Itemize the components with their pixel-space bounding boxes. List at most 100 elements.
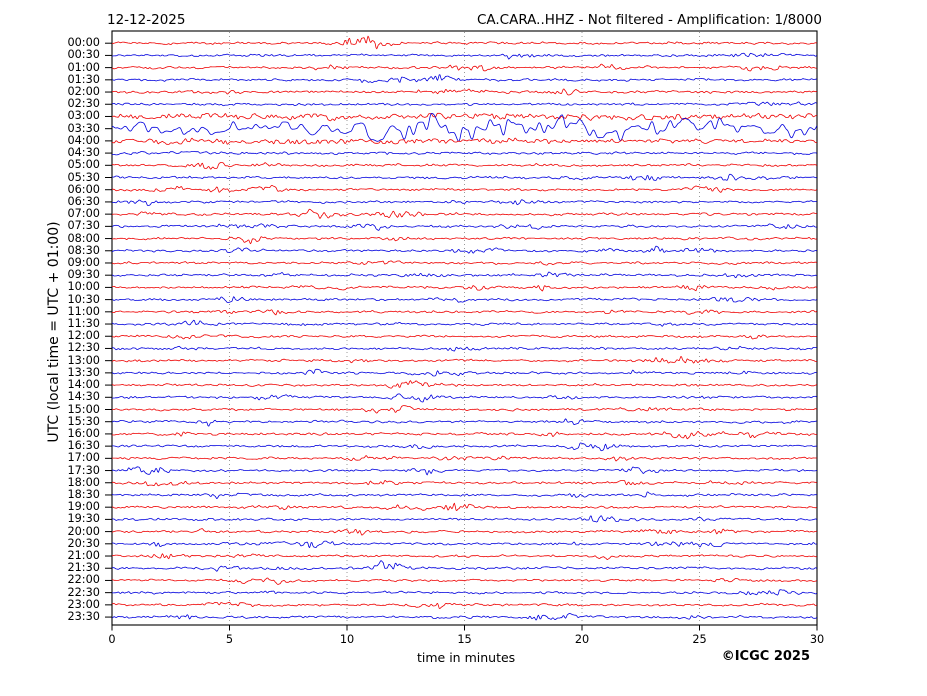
x-tick-label: 15 (457, 633, 472, 646)
y-tick-label: 18:00 (67, 475, 100, 489)
y-tick-label: 00:30 (67, 48, 100, 62)
y-tick-label: 05:00 (67, 158, 100, 172)
y-tick-label: 14:30 (67, 390, 100, 404)
trace-row-22:30 (111, 589, 818, 596)
y-tick-label: 02:30 (67, 97, 100, 111)
trace-row-09:30 (111, 271, 817, 279)
y-tick-label: 06:00 (67, 182, 100, 196)
y-tick-label: 12:00 (67, 329, 100, 343)
trace-row-23:00 (111, 601, 817, 609)
y-tick-label: 21:00 (67, 549, 100, 563)
trace-row-12:00 (111, 334, 817, 340)
trace-row-10:30 (111, 296, 818, 304)
x-tick-label: 20 (574, 633, 590, 646)
trace-row-18:30 (111, 491, 817, 500)
trace-row-04:30 (112, 150, 818, 156)
y-tick-label: 19:00 (67, 500, 100, 514)
trace-row-10:00 (111, 284, 818, 292)
y-tick-label: 10:30 (67, 292, 100, 306)
y-tick-label: 15:00 (67, 402, 100, 416)
y-tick-label: 15:30 (67, 414, 100, 428)
y-tick-label: 16:00 (67, 426, 100, 440)
trace-row-13:30 (111, 368, 817, 377)
y-tick-label: 03:00 (67, 109, 100, 123)
trace-row-16:00 (111, 431, 817, 440)
y-tick-label: 23:30 (67, 610, 100, 624)
y-tick-label: 09:00 (67, 255, 100, 269)
trace-row-03:00 (111, 112, 817, 122)
plot-date: 12-12-2025 (107, 12, 186, 28)
y-tick-label: 12:30 (67, 341, 100, 355)
trace-row-11:00 (111, 309, 818, 316)
trace-row-06:00 (112, 185, 818, 193)
plot-title: CA.CARA..HHZ - Not filtered - Amplificat… (476, 12, 822, 28)
y-tick-label: 10:00 (67, 280, 100, 294)
trace-row-01:30 (111, 74, 818, 83)
y-tick-label: 05:30 (67, 170, 100, 184)
trace-row-16:30 (112, 442, 817, 452)
trace-row-12:30 (112, 345, 817, 352)
y-tick-label: 01:30 (67, 72, 100, 86)
trace-row-02:00 (111, 88, 817, 96)
x-tick-label: 30 (809, 633, 825, 646)
copyright-text: ©ICGC 2025 (721, 649, 810, 664)
y-tick-label: 20:00 (67, 524, 100, 538)
trace-row-15:00 (111, 405, 818, 414)
trace-row-08:00 (111, 236, 817, 245)
trace-row-17:00 (111, 455, 817, 462)
trace-row-20:30 (111, 540, 817, 548)
trace-row-05:30 (112, 173, 817, 181)
x-axis-label: time in minutes (417, 650, 516, 665)
x-tick-label: 0 (108, 633, 116, 646)
y-tick-label: 22:30 (67, 585, 100, 599)
y-tick-label: 11:00 (67, 304, 100, 318)
trace-row-07:30 (111, 223, 817, 231)
trace-row-05:00 (111, 162, 818, 170)
trace-row-17:30 (111, 466, 817, 476)
trace-row-04:00 (111, 137, 817, 145)
trace-row-23:30 (111, 613, 818, 621)
trace-row-14:30 (112, 393, 818, 403)
y-tick-label: 14:00 (67, 378, 100, 392)
x-tick-label: 10 (339, 633, 355, 646)
x-tick-label: 25 (692, 633, 707, 646)
y-tick-label: 17:30 (67, 463, 100, 477)
y-tick-label: 06:30 (67, 194, 100, 208)
trace-row-06:30 (112, 199, 817, 207)
trace-row-00:30 (111, 52, 818, 60)
y-tick-label: 04:00 (67, 133, 100, 147)
x-tick-label: 5 (225, 633, 234, 646)
trace-row-13:00 (111, 356, 817, 364)
y-tick-label: 01:00 (67, 60, 100, 74)
y-tick-label: 08:30 (67, 243, 100, 257)
trace-row-14:00 (111, 380, 818, 389)
y-tick-label: 18:30 (67, 487, 100, 501)
trace-row-09:00 (111, 260, 818, 266)
y-tick-label: 02:00 (67, 85, 100, 99)
trace-row-02:30 (111, 101, 818, 107)
y-tick-label: 17:00 (67, 451, 100, 465)
y-tick-label: 19:30 (67, 512, 100, 526)
y-tick-label: 11:30 (67, 317, 100, 331)
trace-row-18:00 (111, 479, 817, 487)
y-tick-label: 13:30 (67, 365, 100, 379)
y-tick-label: 08:00 (67, 231, 100, 245)
trace-row-01:00 (111, 63, 817, 72)
y-tick-label: 22:00 (67, 573, 100, 587)
y-tick-label: 21:30 (67, 561, 100, 575)
trace-row-15:30 (111, 418, 817, 427)
y-tick-label: 00:00 (67, 36, 100, 50)
trace-row-19:30 (112, 515, 818, 523)
trace-row-08:30 (111, 245, 818, 254)
trace-row-00:00 (111, 35, 817, 50)
trace-row-11:30 (111, 319, 817, 327)
y-tick-label: 13:00 (67, 353, 100, 367)
trace-row-20:00 (111, 528, 817, 536)
trace-row-21:30 (112, 560, 818, 572)
y-tick-label: 20:30 (67, 536, 100, 550)
trace-row-19:00 (111, 502, 817, 512)
y-tick-label: 07:30 (67, 219, 100, 233)
trace-row-21:00 (111, 553, 817, 560)
